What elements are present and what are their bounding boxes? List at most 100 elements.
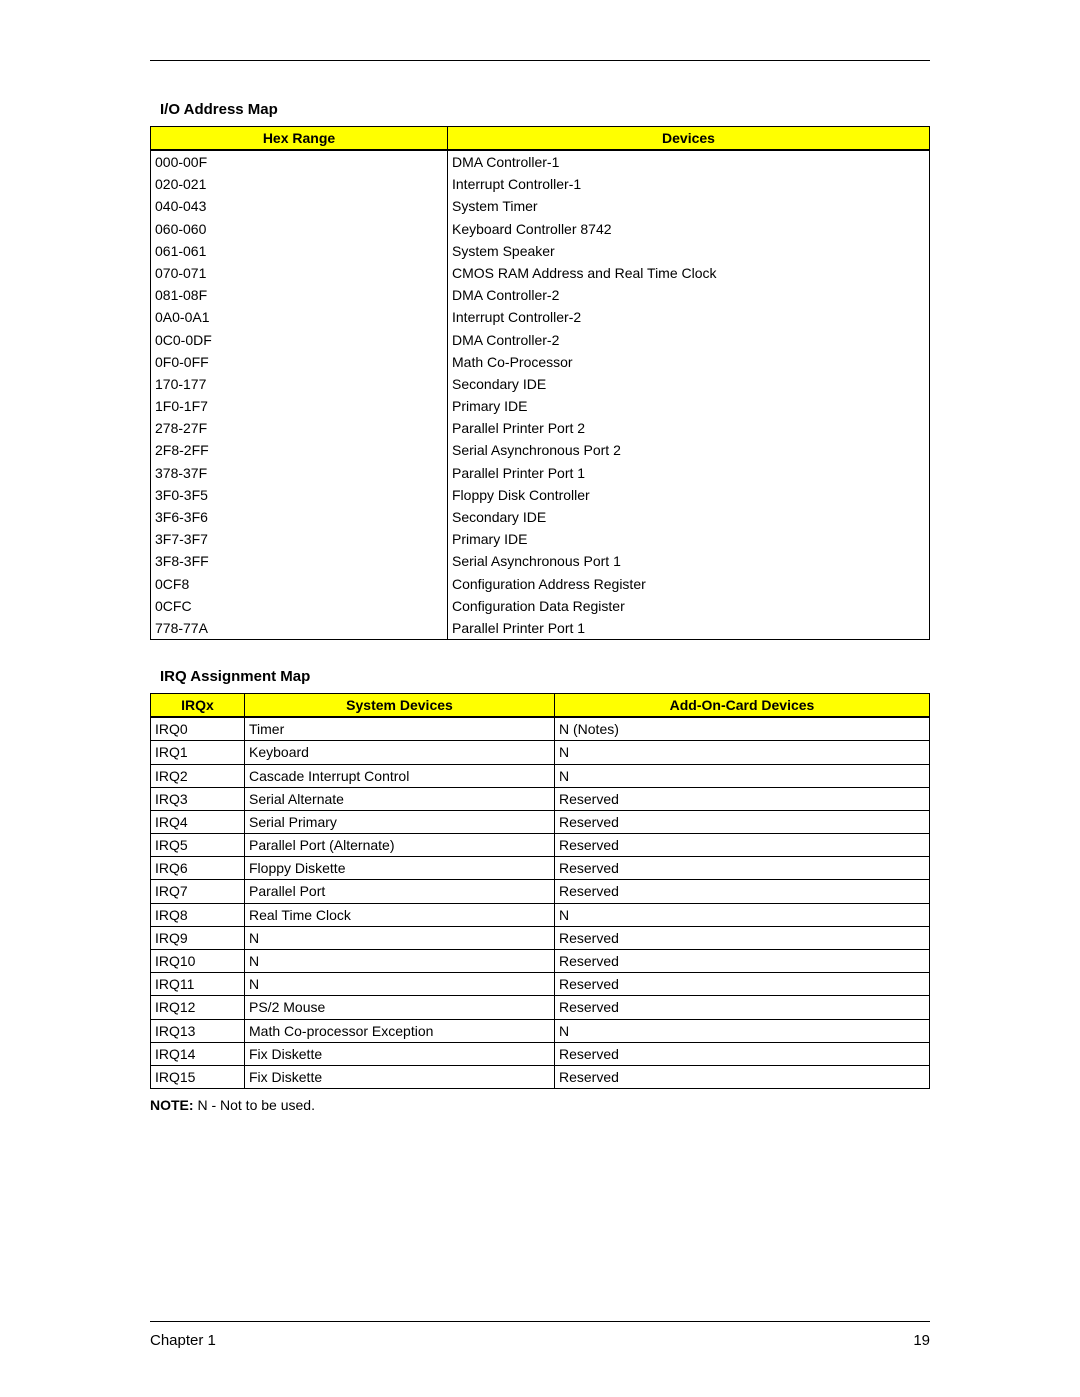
table-cell: System Speaker: [448, 240, 930, 262]
table-cell: IRQ10: [151, 950, 245, 973]
table-cell: Primary IDE: [448, 528, 930, 550]
table-cell: Serial Primary: [245, 810, 555, 833]
table-row: 170-177Secondary IDE: [151, 373, 930, 395]
table-cell: IRQ11: [151, 973, 245, 996]
table-cell: 000-00F: [151, 150, 448, 173]
table-cell: Floppy Diskette: [245, 857, 555, 880]
table-row: 040-043System Timer: [151, 195, 930, 217]
table-cell: 3F0-3F5: [151, 484, 448, 506]
table-cell: Reserved: [555, 880, 930, 903]
footer-rule: [150, 1321, 930, 1322]
table-row: IRQ12PS/2 MouseReserved: [151, 996, 930, 1019]
table-cell: 0CF8: [151, 573, 448, 595]
table-row: IRQ7Parallel PortReserved: [151, 880, 930, 903]
table-cell: Reserved: [555, 1042, 930, 1065]
table-cell: Reserved: [555, 857, 930, 880]
table-cell: Serial Alternate: [245, 787, 555, 810]
table-cell: Configuration Data Register: [448, 595, 930, 617]
table-cell: Fix Diskette: [245, 1065, 555, 1088]
table-row: 000-00FDMA Controller-1: [151, 150, 930, 173]
table-cell: CMOS RAM Address and Real Time Clock: [448, 262, 930, 284]
table-row: IRQ9NReserved: [151, 926, 930, 949]
table-cell: 2F8-2FF: [151, 439, 448, 461]
table-row: 378-37FParallel Printer Port 1: [151, 462, 930, 484]
table-cell: Reserved: [555, 787, 930, 810]
table-cell: 170-177: [151, 373, 448, 395]
table-row: 3F0-3F5Floppy Disk Controller: [151, 484, 930, 506]
irq-col-addon: Add-On-Card Devices: [555, 694, 930, 718]
table-row: IRQ4Serial PrimaryReserved: [151, 810, 930, 833]
table-cell: N: [245, 950, 555, 973]
io-address-map-table: Hex Range Devices 000-00FDMA Controller-…: [150, 126, 930, 640]
table-cell: Parallel Printer Port 1: [448, 462, 930, 484]
table-cell: Keyboard: [245, 741, 555, 764]
table-row: 020-021Interrupt Controller-1: [151, 173, 930, 195]
table-cell: Secondary IDE: [448, 373, 930, 395]
table-cell: 3F6-3F6: [151, 506, 448, 528]
table-cell: DMA Controller-1: [448, 150, 930, 173]
table-row: 081-08FDMA Controller-2: [151, 284, 930, 306]
note-label: NOTE:: [150, 1097, 194, 1113]
table-cell: N: [555, 764, 930, 787]
table-cell: Parallel Port (Alternate): [245, 834, 555, 857]
table-cell: Interrupt Controller-2: [448, 306, 930, 328]
table-cell: IRQ0: [151, 717, 245, 741]
table-cell: Math Co-Processor: [448, 351, 930, 373]
table-cell: 061-061: [151, 240, 448, 262]
table-cell: 778-77A: [151, 617, 448, 640]
table-row: IRQ2Cascade Interrupt ControlN: [151, 764, 930, 787]
table-cell: N: [245, 973, 555, 996]
table-cell: Serial Asynchronous Port 1: [448, 550, 930, 572]
table-cell: IRQ15: [151, 1065, 245, 1088]
note-text: NOTE: N - Not to be used.: [150, 1097, 930, 1113]
table-cell: Reserved: [555, 1065, 930, 1088]
table-row: 278-27FParallel Printer Port 2: [151, 417, 930, 439]
table-cell: IRQ2: [151, 764, 245, 787]
table-cell: DMA Controller-2: [448, 329, 930, 351]
table-cell: N: [555, 741, 930, 764]
footer-page-number: 19: [913, 1332, 930, 1349]
table-row: IRQ6Floppy DisketteReserved: [151, 857, 930, 880]
header-rule: [150, 60, 930, 61]
table-cell: 378-37F: [151, 462, 448, 484]
table-cell: IRQ6: [151, 857, 245, 880]
irq-col-irqx: IRQx: [151, 694, 245, 718]
table-cell: Keyboard Controller 8742: [448, 218, 930, 240]
table-cell: 0A0-0A1: [151, 306, 448, 328]
table-cell: Reserved: [555, 834, 930, 857]
table-cell: Timer: [245, 717, 555, 741]
irq-col-system: System Devices: [245, 694, 555, 718]
table-cell: N: [245, 926, 555, 949]
table-row: IRQ3Serial AlternateReserved: [151, 787, 930, 810]
table-cell: 060-060: [151, 218, 448, 240]
table-row: IRQ13Math Co-processor ExceptionN: [151, 1019, 930, 1042]
table-cell: Fix Diskette: [245, 1042, 555, 1065]
table-cell: Parallel Printer Port 1: [448, 617, 930, 640]
table-cell: Reserved: [555, 926, 930, 949]
io-col-hex: Hex Range: [151, 127, 448, 151]
table-cell: IRQ13: [151, 1019, 245, 1042]
table-row: 3F7-3F7Primary IDE: [151, 528, 930, 550]
table-row: IRQ11NReserved: [151, 973, 930, 996]
table-cell: IRQ8: [151, 903, 245, 926]
table-cell: 020-021: [151, 173, 448, 195]
table-row: 3F6-3F6Secondary IDE: [151, 506, 930, 528]
table-cell: IRQ7: [151, 880, 245, 903]
table-row: 060-060Keyboard Controller 8742: [151, 218, 930, 240]
table-row: IRQ15Fix DisketteReserved: [151, 1065, 930, 1088]
table-cell: IRQ12: [151, 996, 245, 1019]
table-cell: 1F0-1F7: [151, 395, 448, 417]
table-cell: 278-27F: [151, 417, 448, 439]
table-cell: IRQ5: [151, 834, 245, 857]
table-cell: Interrupt Controller-1: [448, 173, 930, 195]
table-cell: Parallel Port: [245, 880, 555, 903]
table-cell: PS/2 Mouse: [245, 996, 555, 1019]
table-cell: IRQ9: [151, 926, 245, 949]
table-cell: 081-08F: [151, 284, 448, 306]
table-row: IRQ10NReserved: [151, 950, 930, 973]
table-row: 0CF8Configuration Address Register: [151, 573, 930, 595]
table-cell: 0F0-0FF: [151, 351, 448, 373]
table-cell: Secondary IDE: [448, 506, 930, 528]
table-cell: Cascade Interrupt Control: [245, 764, 555, 787]
table-cell: Real Time Clock: [245, 903, 555, 926]
